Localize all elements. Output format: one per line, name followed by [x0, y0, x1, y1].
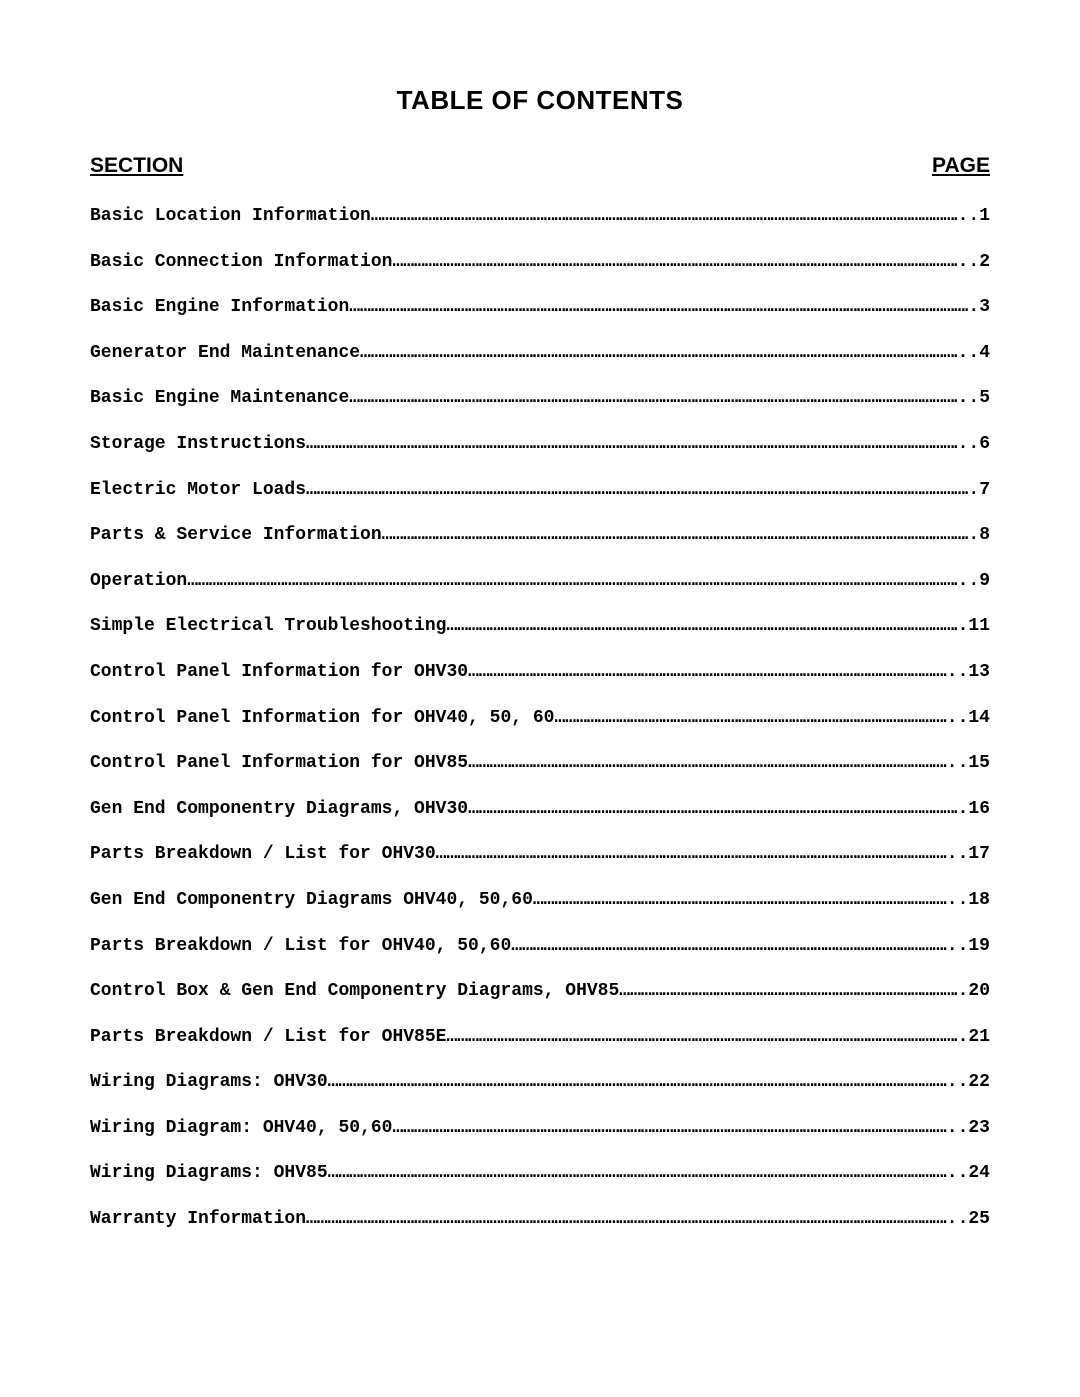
toc-entry-leader: [468, 753, 947, 775]
toc-entry: Electric Motor Loads .7: [90, 480, 990, 502]
toc-entry: Wiring Diagram: OHV40, 50,60 ..23: [90, 1118, 990, 1140]
page-title: TABLE OF CONTENTS: [90, 85, 990, 116]
toc-entry-label: Wiring Diagrams: OHV30: [90, 1072, 328, 1094]
toc-entry: Warranty Information ..25: [90, 1209, 990, 1231]
toc-entry-page: ..23: [947, 1118, 990, 1140]
toc-entry-label: Gen End Componentry Diagrams OHV40, 50,6…: [90, 890, 533, 912]
toc-entry-leader: [392, 252, 957, 274]
toc-entry: Control Panel Information for OHV85 ..15: [90, 753, 990, 775]
toc-entry-label: Control Panel Information for OHV85: [90, 753, 468, 775]
toc-entry: Wiring Diagrams: OHV85 ..24: [90, 1163, 990, 1185]
toc-entry-label: Wiring Diagrams: OHV85: [90, 1163, 328, 1185]
toc-entry-leader: [511, 936, 947, 958]
toc-entry-leader: [306, 1209, 947, 1231]
toc-entry-page: .8: [968, 525, 990, 547]
toc-entry-page: .21: [958, 1027, 990, 1049]
toc-entry-label: Parts Breakdown / List for OHV30: [90, 844, 436, 866]
toc-entry-page: ..4: [958, 343, 990, 365]
toc-entry-label: Control Panel Information for OHV30: [90, 662, 468, 684]
toc-entry: Storage Instructions ..6: [90, 434, 990, 456]
toc-entry-page: ..17: [947, 844, 990, 866]
toc-entry-leader: [306, 434, 958, 456]
toc-entry-page: ..24: [947, 1163, 990, 1185]
toc-entry-page: .7: [968, 480, 990, 502]
toc-entry: Gen End Componentry Diagrams OHV40, 50,6…: [90, 890, 990, 912]
toc-entry: Operation ..9: [90, 571, 990, 593]
toc-entry-leader: [533, 890, 947, 912]
toc-entry-label: Gen End Componentry Diagrams, OHV30: [90, 799, 468, 821]
toc-entry-leader: [328, 1072, 947, 1094]
toc-entry-leader: [446, 616, 957, 638]
toc-entry: Basic Engine Maintenance ..5: [90, 388, 990, 410]
toc-entry-label: Wiring Diagram: OHV40, 50,60: [90, 1118, 392, 1140]
toc-entry-leader: [468, 662, 947, 684]
toc-entry-label: Control Box & Gen End Componentry Diagra…: [90, 981, 619, 1003]
toc-entry-label: Parts Breakdown / List for OHV40, 50,60: [90, 936, 511, 958]
toc-entry: Basic Location Information ..1: [90, 206, 990, 228]
toc-page: TABLE OF CONTENTS SECTION PAGE Basic Loc…: [0, 0, 1080, 1231]
toc-entry-page: ..19: [947, 936, 990, 958]
toc-entry-label: Electric Motor Loads: [90, 480, 306, 502]
toc-entry-label: Simple Electrical Troubleshooting: [90, 616, 446, 638]
toc-entry-leader: [392, 1118, 946, 1140]
toc-entry-label: Storage Instructions: [90, 434, 306, 456]
toc-entry-page: ..14: [947, 708, 990, 730]
toc-entry-leader: [468, 799, 958, 821]
toc-entry-label: Basic Location Information: [90, 206, 371, 228]
toc-entry-label: Parts Breakdown / List for OHV85E: [90, 1027, 446, 1049]
toc-entry-leader: [554, 708, 946, 730]
toc-entry-page: .11: [958, 616, 990, 638]
toc-entry-page: ..2: [958, 252, 990, 274]
toc-entry-page: ..18: [947, 890, 990, 912]
toc-entry: Wiring Diagrams: OHV30 ..22: [90, 1072, 990, 1094]
toc-entry-leader: [382, 525, 969, 547]
toc-entry-leader: [328, 1163, 947, 1185]
toc-entry-label: Basic Connection Information: [90, 252, 392, 274]
toc-entry-label: Basic Engine Maintenance: [90, 388, 349, 410]
toc-entry-label: Generator End Maintenance: [90, 343, 360, 365]
toc-entry: Control Box & Gen End Componentry Diagra…: [90, 981, 990, 1003]
toc-entry-label: Warranty Information: [90, 1209, 306, 1231]
toc-entry: Parts Breakdown / List for OHV30 ..17: [90, 844, 990, 866]
toc-entry-leader: [360, 343, 958, 365]
toc-entry-leader: [371, 206, 958, 228]
toc-entry-page: ..5: [958, 388, 990, 410]
toc-entry: Control Panel Information for OHV40, 50,…: [90, 708, 990, 730]
toc-entry-page: ..25: [947, 1209, 990, 1231]
toc-entry-label: Parts & Service Information: [90, 525, 382, 547]
toc-entry: Parts Breakdown / List for OHV40, 50,60.…: [90, 936, 990, 958]
toc-entry-label: Operation: [90, 571, 187, 593]
toc-entry-page: .20: [958, 981, 990, 1003]
toc-entry-leader: [446, 1027, 957, 1049]
toc-entry-page: ..1: [958, 206, 990, 228]
toc-entry-label: Basic Engine Information: [90, 297, 349, 319]
toc-entry-leader: [619, 981, 957, 1003]
toc-entry-leader: [349, 297, 968, 319]
toc-entry: Basic Connection Information ..2: [90, 252, 990, 274]
header-page-label: PAGE: [932, 154, 990, 178]
toc-entry-page: .3: [968, 297, 990, 319]
header-section-label: SECTION: [90, 154, 183, 178]
toc-entry-leader: [187, 571, 957, 593]
toc-entry-leader: [306, 480, 968, 502]
toc-entry: Basic Engine Information .3: [90, 297, 990, 319]
toc-entries: Basic Location Information ..1 Basic Conne…: [90, 206, 990, 1231]
toc-entry: Parts Breakdown / List for OHV85E .21: [90, 1027, 990, 1049]
toc-entry: Generator End Maintenance ..4: [90, 343, 990, 365]
toc-entry-label: Control Panel Information for OHV40, 50,…: [90, 708, 554, 730]
toc-entry-page: .16: [958, 799, 990, 821]
toc-entry: Parts & Service Information .8: [90, 525, 990, 547]
toc-entry: Gen End Componentry Diagrams, OHV30 .16: [90, 799, 990, 821]
toc-entry: Control Panel Information for OHV30 ..13: [90, 662, 990, 684]
toc-header-row: SECTION PAGE: [90, 154, 990, 178]
toc-entry-page: ..15: [947, 753, 990, 775]
toc-entry-page: ..22: [947, 1072, 990, 1094]
toc-entry-page: ..9: [958, 571, 990, 593]
toc-entry-leader: [349, 388, 957, 410]
toc-entry: Simple Electrical Troubleshooting .11: [90, 616, 990, 638]
toc-entry-page: ..13: [947, 662, 990, 684]
toc-entry-page: ..6: [958, 434, 990, 456]
toc-entry-leader: [436, 844, 947, 866]
